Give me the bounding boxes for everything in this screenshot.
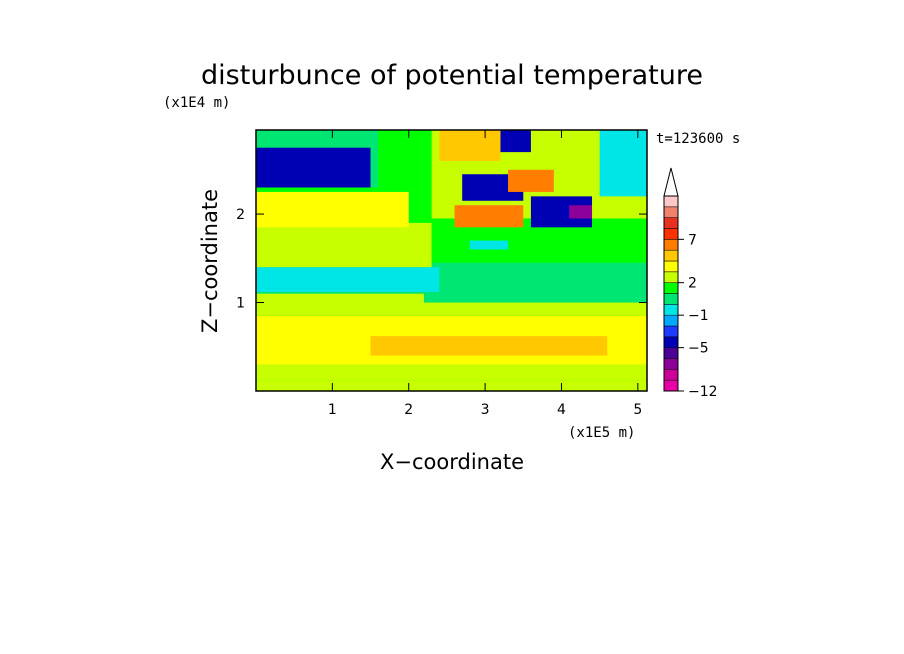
y-tick-label-0: 1: [236, 296, 245, 312]
colorbar-segment-4: [663, 336, 679, 348]
time-label: t=123600 s: [656, 131, 740, 147]
colorbar-segment-6: [663, 314, 679, 327]
colorbar-segment-9: [663, 282, 679, 294]
colorbar-segment-10: [663, 271, 679, 283]
contour-region-21: [469, 240, 509, 250]
x-tick-label-2: 3: [481, 402, 490, 418]
plot-frame: [255, 129, 648, 392]
contour-region-3: [370, 336, 608, 356]
x-multiplier-label: (x1E5 m): [568, 425, 635, 441]
x-tick-label-4: 5: [633, 402, 642, 418]
contour-region-8: [256, 222, 432, 268]
contour-region-19: [569, 205, 593, 219]
contour-region-10: [256, 191, 409, 228]
contour-region-14: [454, 205, 524, 228]
colorbar-segment-11: [663, 260, 679, 273]
y-axis-label: Z−coordinate: [198, 189, 222, 333]
colorbar-segment-7: [663, 304, 679, 316]
y-multiplier-label: (x1E4 m): [163, 95, 230, 111]
chart-title: disturbunce of potential temperature: [201, 60, 703, 91]
colorbar-segment-14: [663, 228, 679, 240]
plot-area: 1 2 3 4 5 1 2: [236, 129, 648, 418]
colorbar-label-1: 2: [688, 276, 697, 292]
x-tick-label-1: 2: [404, 402, 413, 418]
x-axis-label: X−coordinate: [380, 450, 524, 474]
colorbar-segment-12: [663, 249, 679, 262]
colorbar-segment-0: [663, 379, 679, 392]
colorbar-segment-15: [663, 217, 679, 229]
contour-region-7: [256, 267, 440, 292]
x-tick-label-0: 1: [328, 402, 337, 418]
colorbar-label-4: −12: [688, 384, 718, 400]
contour-region-12: [256, 147, 371, 188]
colorbar-segment-2: [663, 358, 679, 370]
colorbar-segment-1: [663, 369, 679, 381]
colorbar-label-3: −5: [688, 341, 709, 357]
colorbar-extend-arrow: [663, 167, 679, 197]
contour-region-6: [256, 293, 425, 307]
colorbar-segment-5: [663, 325, 679, 338]
colorbar-segment-13: [663, 239, 679, 251]
x-tick-label-3: 4: [557, 402, 566, 418]
contour-region-22: [599, 130, 647, 197]
contour-region-16: [500, 130, 531, 153]
colorbar-segment-8: [663, 293, 679, 305]
y-tick-label-1: 2: [236, 207, 245, 223]
colorbar-frame: [663, 195, 679, 392]
colorbar-segment-3: [663, 347, 679, 359]
colorbar-segment-16: [663, 206, 679, 218]
colorbar-label-2: −1: [688, 308, 709, 324]
contour-region-20: [439, 130, 501, 161]
contour-region-1: [256, 364, 647, 381]
colorbar-segment-17: [663, 195, 679, 208]
contour-region-17: [508, 169, 554, 192]
colorbar: 7 2 −1 −5 −12: [663, 167, 718, 400]
colorbar-label-0: 7: [688, 232, 697, 248]
contour-region-0: [256, 380, 647, 391]
